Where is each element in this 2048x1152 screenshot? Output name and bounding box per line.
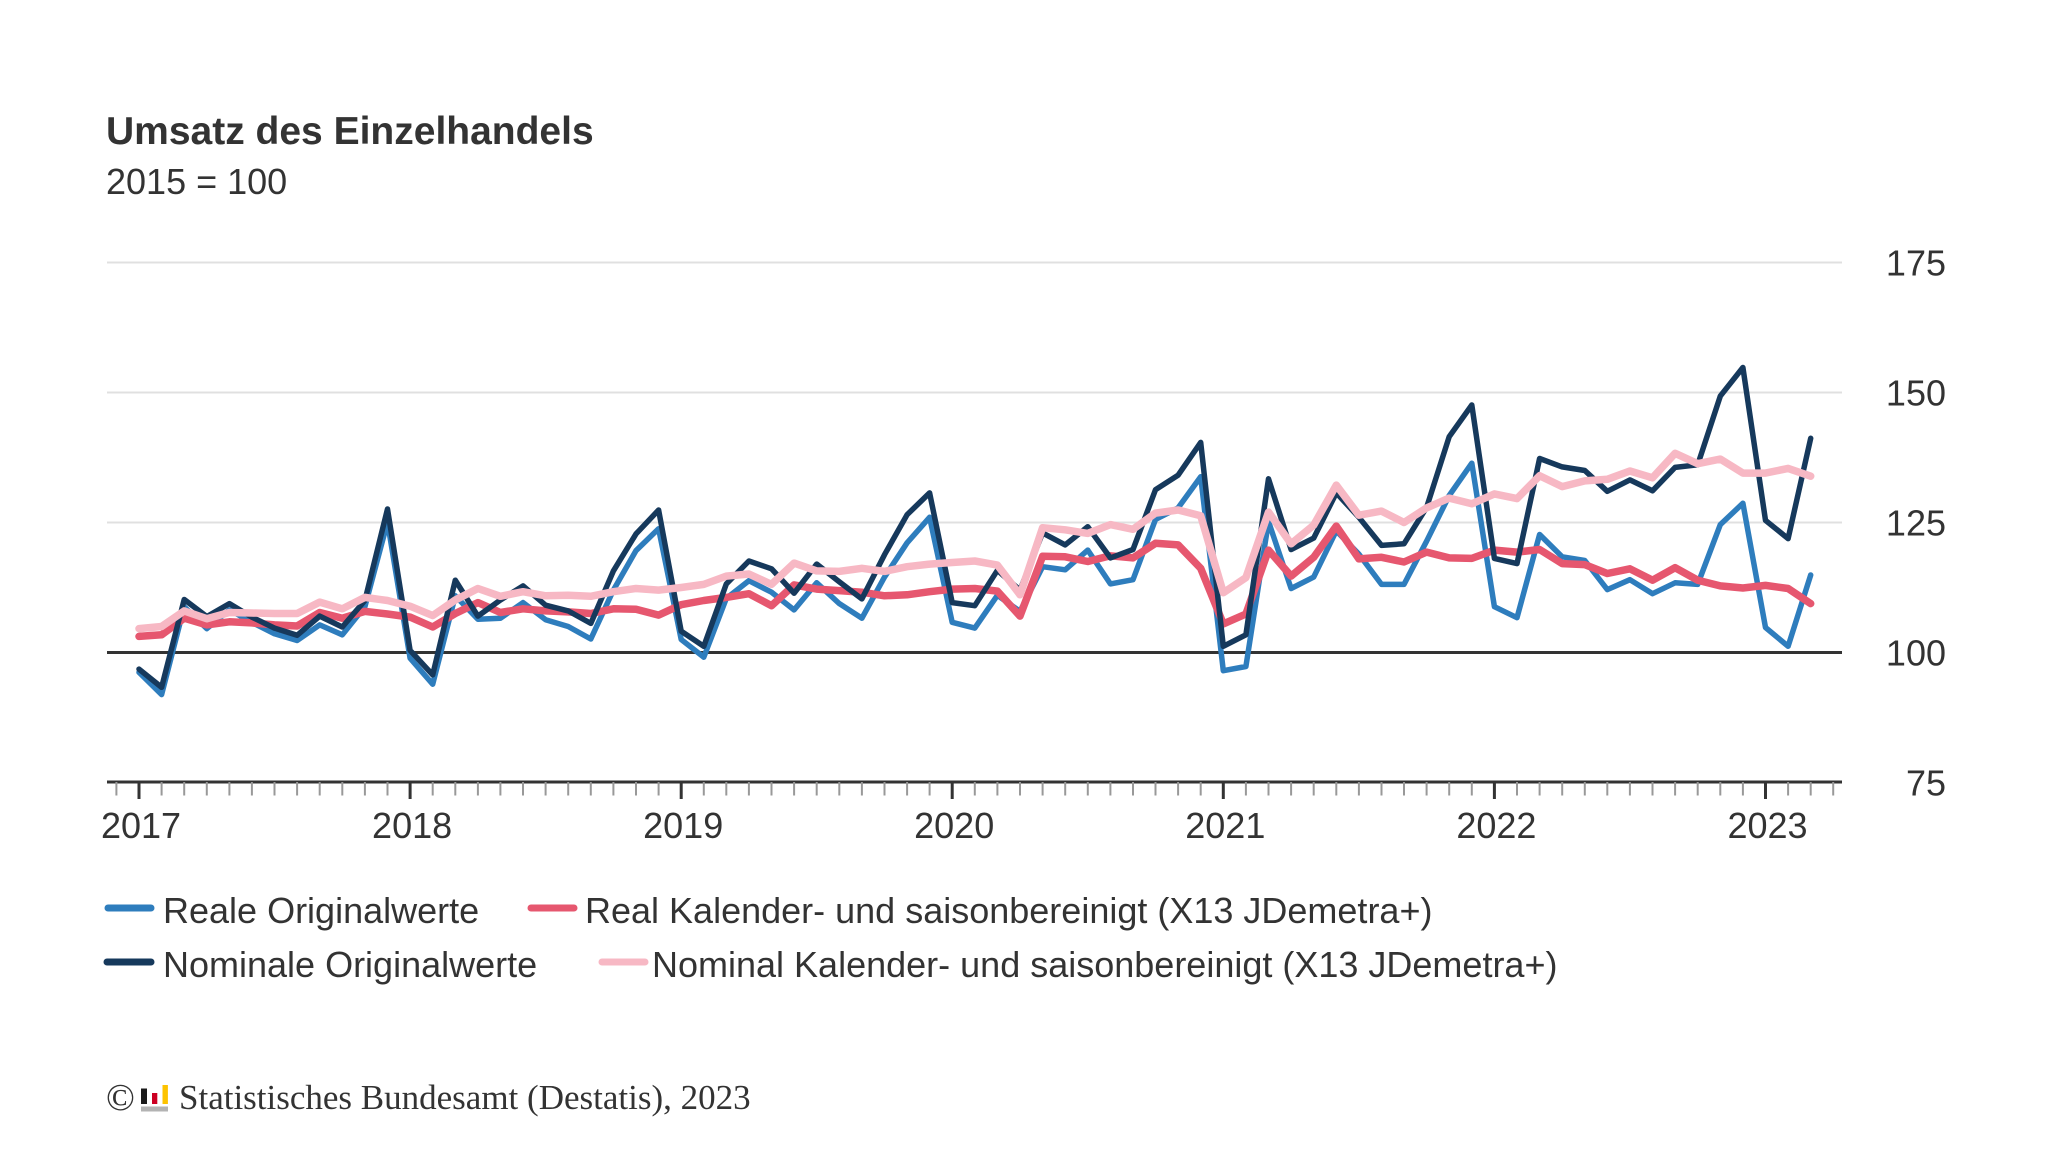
svg-text:2021: 2021 xyxy=(1185,805,1265,846)
svg-text:2019: 2019 xyxy=(643,805,723,846)
svg-text:125: 125 xyxy=(1886,503,1946,544)
svg-text:2017: 2017 xyxy=(101,805,181,846)
svg-text:150: 150 xyxy=(1886,373,1946,414)
svg-text:75: 75 xyxy=(1906,763,1946,804)
svg-text:2020: 2020 xyxy=(914,805,994,846)
svg-text:100: 100 xyxy=(1886,633,1946,674)
svg-text:2023: 2023 xyxy=(1727,805,1807,846)
svg-text:2018: 2018 xyxy=(372,805,452,846)
svg-text:2022: 2022 xyxy=(1456,805,1536,846)
svg-text:175: 175 xyxy=(1886,243,1946,284)
